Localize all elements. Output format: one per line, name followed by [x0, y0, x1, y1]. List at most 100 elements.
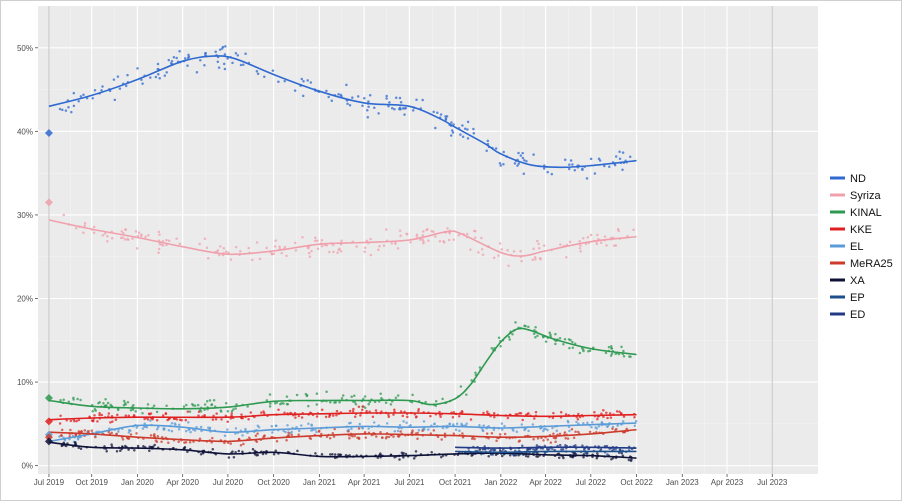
poll-point — [79, 398, 82, 402]
poll-point — [93, 407, 97, 411]
poll-point — [155, 428, 159, 431]
poll-point — [597, 157, 601, 160]
poll-point — [224, 45, 227, 48]
poll-point — [417, 409, 420, 413]
poll-point — [199, 59, 202, 62]
poll-point — [399, 430, 402, 433]
poll-point — [76, 397, 79, 401]
poll-point — [590, 420, 594, 424]
poll-point — [398, 106, 402, 109]
poll-point — [256, 453, 259, 457]
poll-point — [137, 231, 141, 234]
poll-point — [399, 410, 403, 413]
poll-point — [372, 421, 376, 424]
poll-point — [385, 228, 388, 231]
poll-point — [612, 448, 615, 451]
poll-point — [390, 242, 394, 245]
poll-point — [143, 422, 146, 425]
poll-point — [593, 172, 597, 175]
poll-point — [338, 400, 341, 404]
poll-point — [172, 55, 176, 59]
poll-point — [359, 414, 362, 417]
poll-point — [522, 172, 526, 176]
poll-point — [524, 454, 528, 458]
poll-point — [531, 258, 534, 261]
poll-point — [424, 400, 427, 404]
poll-point — [328, 436, 332, 440]
poll-point — [563, 338, 567, 341]
poll-point — [67, 400, 71, 404]
poll-point — [447, 238, 451, 242]
poll-point — [571, 346, 575, 350]
poll-point — [110, 443, 113, 446]
poll-point — [301, 236, 304, 239]
poll-point — [83, 429, 87, 432]
poll-point — [348, 437, 351, 440]
poll-point — [371, 415, 375, 419]
poll-point — [274, 239, 277, 242]
poll-point — [551, 416, 555, 420]
poll-point — [331, 431, 335, 435]
poll-point — [58, 435, 61, 438]
poll-point — [106, 234, 109, 238]
poll-point — [452, 410, 456, 414]
poll-point — [512, 250, 516, 253]
poll-point — [614, 155, 618, 158]
poll-point — [482, 424, 485, 427]
poll-point — [226, 57, 229, 60]
poll-point — [331, 414, 335, 417]
poll-point — [154, 75, 158, 79]
poll-point — [599, 447, 603, 451]
poll-point — [332, 250, 335, 254]
poll-point — [385, 94, 388, 98]
x-tick-label: Jul 2019 — [34, 478, 65, 487]
poll-point — [183, 441, 186, 444]
poll-point — [93, 414, 96, 417]
poll-point — [178, 418, 182, 422]
poll-point — [152, 404, 156, 408]
poll-point — [262, 410, 265, 413]
poll-point — [239, 63, 243, 67]
poll-point — [578, 351, 582, 355]
poll-point — [404, 452, 408, 456]
poll-point — [101, 234, 105, 237]
poll-point — [222, 62, 226, 66]
poll-point — [398, 229, 402, 233]
poll-point — [375, 435, 378, 438]
poll-point — [469, 248, 472, 251]
poll-point — [439, 415, 442, 418]
poll-point — [455, 422, 459, 426]
poll-point — [365, 239, 369, 243]
poll-point — [532, 247, 535, 250]
poll-point — [115, 432, 118, 436]
poll-point — [107, 412, 111, 415]
poll-point — [618, 157, 622, 160]
poll-point — [473, 236, 477, 239]
poll-point — [275, 439, 279, 443]
poll-point — [188, 441, 192, 444]
poll-point — [127, 414, 131, 418]
poll-point — [523, 159, 526, 162]
poll-point — [280, 401, 283, 405]
poll-point — [158, 233, 161, 236]
poll-point — [129, 408, 133, 412]
poll-point — [64, 109, 68, 112]
poll-point — [611, 425, 615, 429]
poll-point — [295, 393, 299, 397]
poll-point — [480, 236, 483, 240]
poll-point — [518, 439, 522, 443]
poll-point — [568, 163, 571, 166]
poll-point — [183, 446, 186, 450]
poll-point — [145, 425, 149, 429]
poll-point — [199, 410, 203, 413]
poll-point — [506, 416, 510, 420]
poll-point — [136, 67, 139, 70]
poll-point — [315, 403, 319, 406]
poll-point — [122, 404, 126, 407]
poll-point — [269, 402, 272, 405]
y-tick-label: 20% — [17, 295, 33, 304]
poll-point — [400, 451, 404, 455]
poll-point — [104, 398, 107, 401]
poll-point — [628, 155, 632, 159]
poll-point — [205, 399, 209, 403]
